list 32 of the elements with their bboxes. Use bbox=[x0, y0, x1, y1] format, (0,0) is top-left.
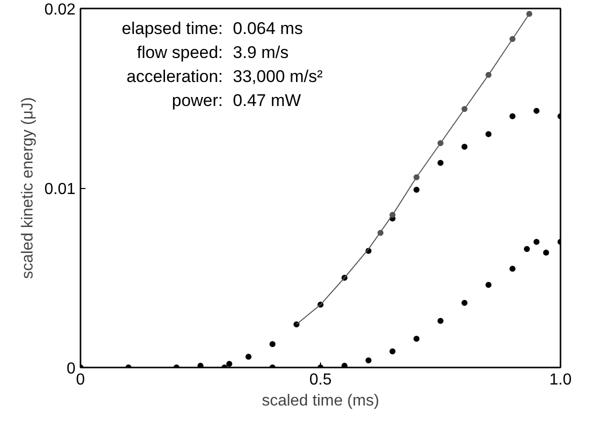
point bbox=[486, 282, 492, 288]
y-tick-label: 0.02 bbox=[44, 2, 76, 18]
point bbox=[524, 246, 530, 252]
x-tick-label: 0.5 bbox=[309, 372, 332, 388]
point bbox=[414, 336, 420, 342]
point bbox=[510, 113, 516, 120]
annotation: elapsed time: 0.064 ms bbox=[122, 19, 303, 38]
point bbox=[462, 144, 468, 150]
annotation: flow speed: 3.9 m/s bbox=[136, 43, 289, 62]
point bbox=[198, 362, 204, 368]
point bbox=[226, 360, 232, 367]
x-tick-label: 1.0 bbox=[549, 372, 572, 388]
point bbox=[366, 357, 372, 364]
annotation: power: 0.47 mW bbox=[172, 91, 301, 110]
point bbox=[534, 108, 540, 114]
point bbox=[342, 362, 348, 368]
point bbox=[438, 160, 444, 166]
point bbox=[270, 341, 276, 348]
annotation: acceleration: 33,000 m/s² bbox=[126, 67, 324, 86]
point bbox=[438, 318, 444, 324]
point bbox=[246, 354, 252, 360]
y-axis-title: scaled kinetic energy (μJ) bbox=[19, 97, 36, 279]
point bbox=[462, 300, 468, 306]
x-axis-title: scaled time (ms) bbox=[262, 392, 380, 410]
point bbox=[510, 266, 516, 272]
y-tick-label: 0.01 bbox=[44, 181, 76, 198]
point bbox=[486, 131, 492, 138]
point bbox=[543, 250, 550, 256]
y-tick-label: 0 bbox=[66, 360, 76, 378]
point bbox=[534, 238, 540, 245]
point bbox=[390, 348, 396, 354]
point bbox=[414, 186, 420, 193]
